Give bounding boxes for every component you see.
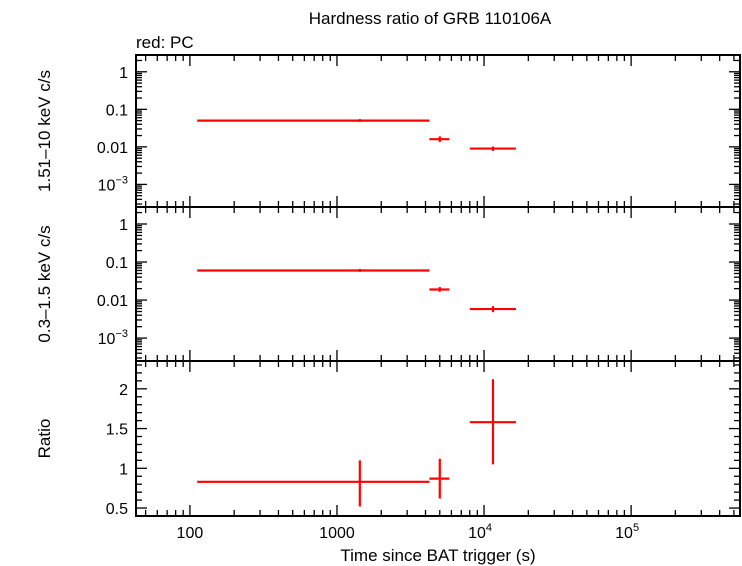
x-tick-label: 104 [468,522,492,542]
y-axis-label: Ratio [35,419,54,459]
y-tick-label: 0.1 [106,255,128,272]
y-tick-label: 0.5 [106,501,128,518]
y-tick-label: 10−3 [98,174,128,194]
chart-subtitle: red: PC [136,33,194,52]
y-tick-label: 0.01 [97,293,128,310]
data-point [469,306,517,313]
x-tick-label: 1000 [319,525,355,542]
y-tick-label: 10−3 [98,328,128,348]
y-tick-label-exponent: −3 [115,328,128,340]
data-point [197,460,430,507]
panel-frame [135,206,741,362]
y-tick-label: 0.01 [97,140,128,157]
y-tick-label: 2 [119,382,128,399]
y-axis-label: 0.3–1.5 keV c/s [35,225,54,342]
data-point [429,136,450,142]
panel-2: 1 0.1 0.01 10−3 0.3–1.5 keV c/s [35,206,741,362]
y-tick-label: 0.1 [106,102,128,119]
y-tick-label-base: 10 [98,177,116,194]
x-axis-label: Time since BAT trigger (s) [340,546,535,565]
x-tick-label: 105 [615,522,639,542]
panel-1: 1 0.1 0.01 10−3 1.51–10 keV c/s [35,54,741,208]
y-tick-label: 1 [119,217,128,234]
data-point [429,458,450,499]
y-axis-label: 1.51–10 keV c/s [35,70,54,192]
x-tick-label-base: 10 [468,525,486,542]
x-tick-label-base: 10 [615,525,633,542]
y-tick-label-base: 10 [98,331,116,348]
chart-title: Hardness ratio of GRB 110106A [309,9,552,28]
x-tick-label-exponent: 4 [486,522,492,534]
data-point [429,287,450,292]
y-tick-label: 1.5 [106,422,128,439]
panel-frame [135,360,741,517]
data-point [469,379,517,465]
y-tick-label-exponent: −3 [115,174,128,186]
data-point [197,268,430,272]
panel-frame [135,54,741,208]
data-point [469,146,517,151]
y-tick-label: 1 [119,461,128,478]
y-tick-label: 1 [119,65,128,82]
data-point [197,119,430,122]
x-tick-label-exponent: 5 [633,522,639,534]
x-tick-label: 100 [177,525,204,542]
